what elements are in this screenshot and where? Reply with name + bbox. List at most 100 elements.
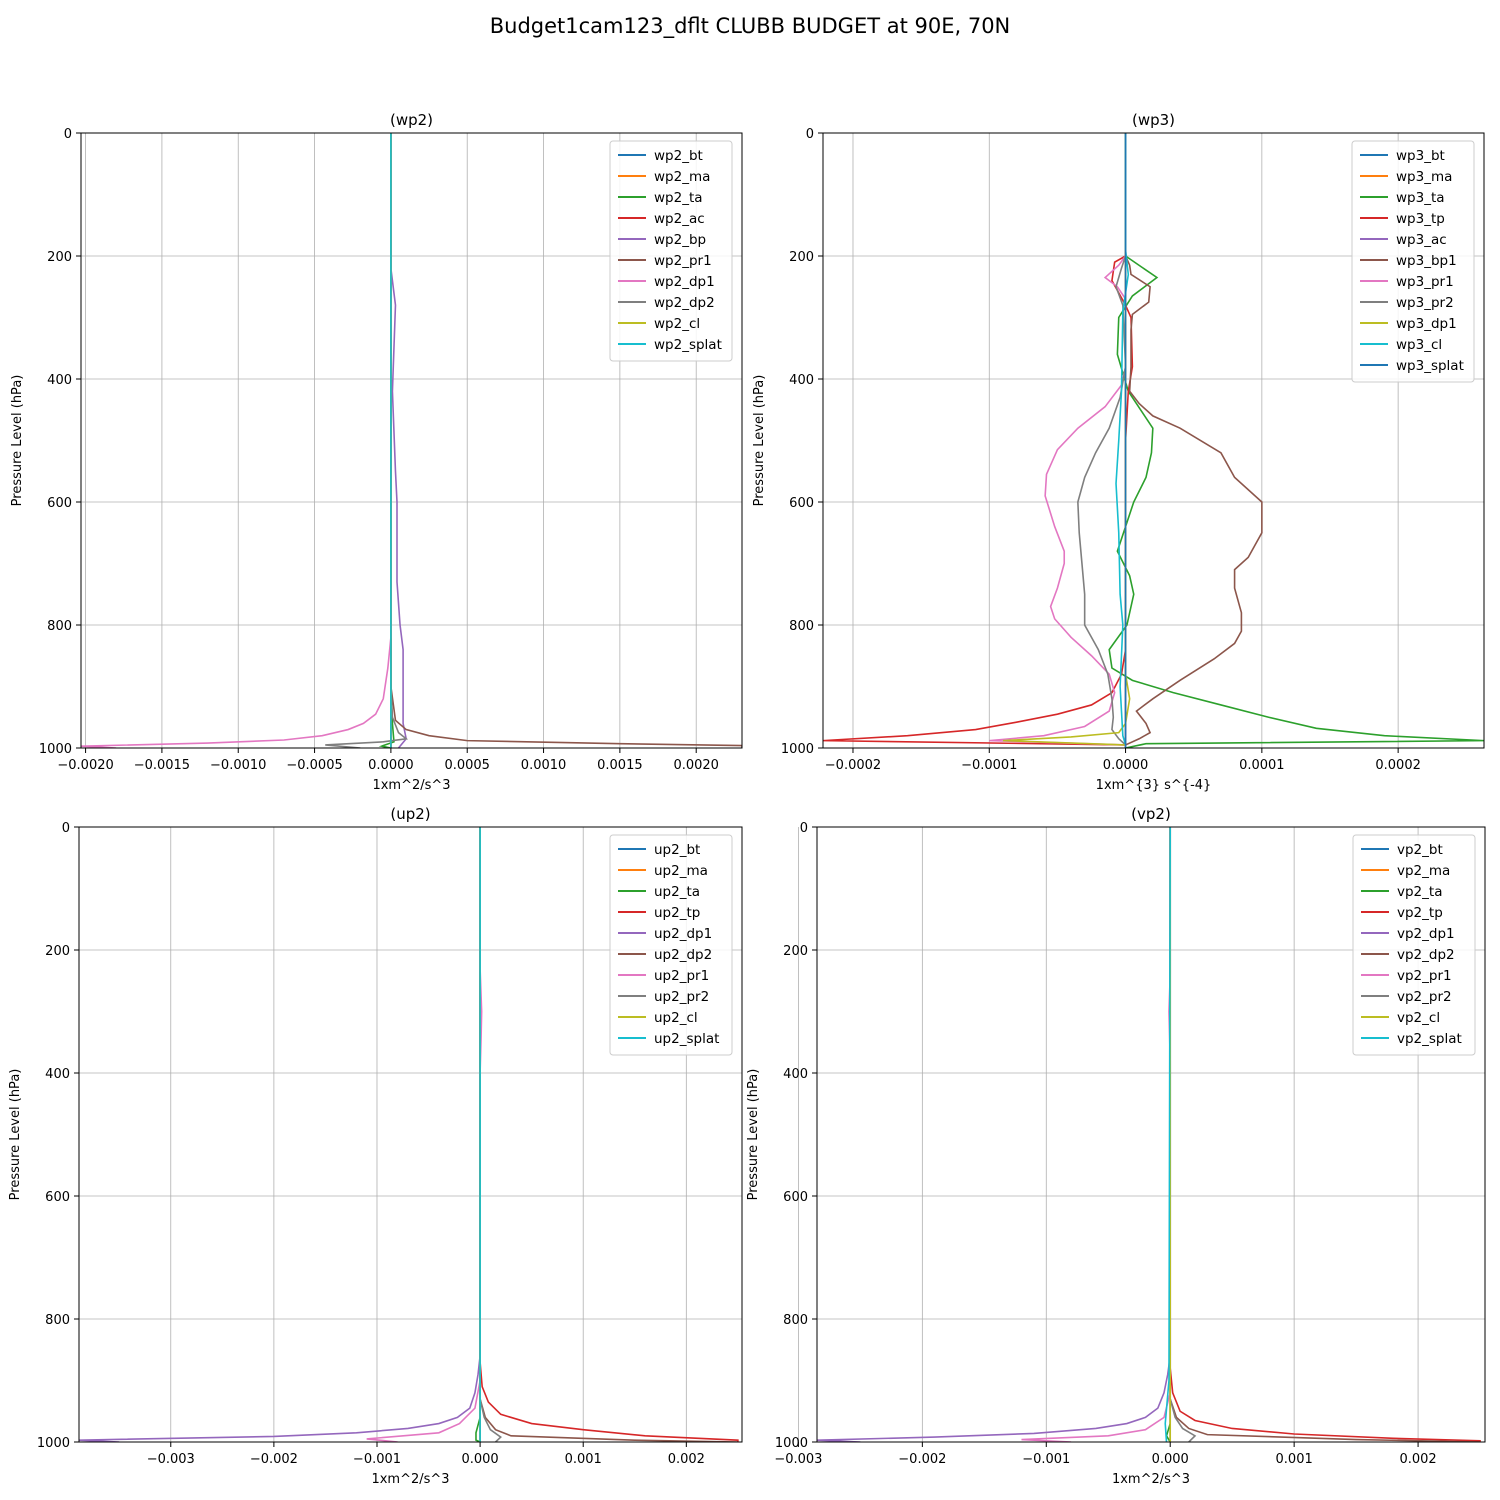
- legend-entry: vp2_cl: [1397, 1010, 1440, 1026]
- y-axis-label: Pressure Level (hPa): [10, 375, 25, 507]
- y-axis-label: Pressure Level (hPa): [752, 375, 767, 507]
- series-line-vp2_splat: [1164, 827, 1172, 1442]
- y-tick-label: 1000: [781, 742, 814, 757]
- y-tick-label: 0: [800, 821, 808, 836]
- axes-frame: [80, 132, 743, 749]
- legend-entry: up2_ta: [654, 884, 700, 900]
- series-line-wp3_pr2: [1077, 133, 1127, 746]
- subplot-title: (up2): [390, 805, 430, 823]
- axes-frame: [816, 826, 1486, 1443]
- legend-entry: wp3_ma: [1396, 169, 1452, 185]
- series-line-vp2_tp: [1169, 827, 1481, 1442]
- x-tick-label: 0.0020: [673, 758, 719, 773]
- x-tick-label: 0.0005: [444, 758, 490, 773]
- y-tick-label: 800: [47, 619, 72, 634]
- subplot-title: (wp2): [390, 111, 433, 129]
- y-tick-label: 800: [783, 1313, 808, 1328]
- series-line-wp3_ta: [1108, 133, 1484, 748]
- x-axis-label: 1xm^2/s^3: [372, 778, 450, 793]
- x-tick-label: 0.001: [565, 1452, 602, 1467]
- legend-entry: wp3_cl: [1396, 337, 1442, 353]
- legend-entry: wp2_ac: [654, 211, 705, 227]
- x-tick-label: −0.002: [898, 1452, 946, 1467]
- x-tick-label: 0.0010: [521, 758, 567, 773]
- legend-entry: up2_ma: [654, 863, 708, 879]
- x-tick-label: −0.001: [1022, 1452, 1070, 1467]
- series-line-wp2_bp: [390, 268, 408, 748]
- legend-entry: vp2_dp1: [1397, 926, 1455, 942]
- legend-entry: up2_tp: [654, 905, 700, 921]
- x-tick-label: −0.0005: [286, 758, 342, 773]
- series-line-wp2_pr1: [390, 133, 742, 748]
- y-tick-label: 400: [45, 1067, 70, 1082]
- y-tick-label: 200: [789, 250, 814, 265]
- x-axis-label: 1xm^2/s^3: [1112, 1472, 1190, 1487]
- y-tick-label: 1000: [775, 1436, 808, 1451]
- y-tick-label: 200: [783, 944, 808, 959]
- x-tick-label: 0.002: [1399, 1452, 1436, 1467]
- legend-entry: up2_pr2: [654, 989, 709, 1005]
- y-tick-label: 600: [47, 496, 72, 511]
- series-line-vp2_pr2: [1169, 827, 1197, 1442]
- y-tick-label: 1000: [39, 742, 72, 757]
- legend-entry: vp2_splat: [1397, 1031, 1462, 1047]
- legend-entry: vp2_bt: [1397, 842, 1443, 858]
- legend-entry: wp3_ac: [1396, 232, 1447, 248]
- y-tick-label: 0: [806, 127, 814, 142]
- legend: wp3_bt wp3_ma wp3_ta wp3_tp wp3_ac wp3_bp1 wp3…: [1351, 140, 1475, 383]
- legend-entry: wp2_dp2: [654, 295, 715, 311]
- x-axis-label: 1xm^{3} s^{-4}: [1096, 778, 1212, 793]
- legend-entry: wp2_bp: [654, 232, 706, 248]
- y-tick-label: 800: [789, 619, 814, 634]
- series-line-vp2_pr1: [1021, 827, 1172, 1442]
- y-tick-label: 800: [45, 1313, 70, 1328]
- subplot-2: −0.003 −0.002 −0.001 0.000 0.001 0.002 0 200 400…: [8, 805, 743, 1487]
- legend-entry: wp3_splat: [1396, 358, 1464, 374]
- legend-entry: up2_cl: [654, 1010, 698, 1026]
- subplot-1: −0.0002 −0.0001 0.0000 0.0001 0.0002 0 200 400 6…: [752, 111, 1485, 793]
- series-line-wp3_cl: [1115, 133, 1130, 746]
- axes-frame: [78, 826, 743, 1443]
- legend-entry: wp3_pr2: [1396, 295, 1454, 311]
- subplot-title: (vp2): [1131, 805, 1171, 823]
- series-line-up2_tp: [479, 827, 739, 1442]
- legend-entry: up2_splat: [654, 1031, 719, 1047]
- x-tick-label: 0.002: [668, 1452, 705, 1467]
- y-tick-label: 600: [45, 1190, 70, 1205]
- series-line-wp3_pr1: [989, 133, 1127, 746]
- x-tick-label: 0.0015: [597, 758, 643, 773]
- x-tick-label: 0.0000: [368, 758, 414, 773]
- legend-entry: wp2_pr1: [654, 253, 712, 269]
- legend-entry: wp2_bt: [654, 148, 703, 164]
- y-tick-label: 400: [783, 1067, 808, 1082]
- y-tick-label: 0: [62, 821, 70, 836]
- x-tick-label: 0.0001: [1239, 758, 1285, 773]
- legend-entry: wp3_tp: [1396, 211, 1445, 227]
- legend: wp2_bt wp2_ma wp2_ta wp2_ac wp2_bp wp2_pr1 wp2…: [609, 140, 733, 362]
- legend-entry: wp2_dp1: [654, 274, 715, 290]
- x-tick-label: 0.0000: [1103, 758, 1149, 773]
- x-axis-label: 1xm^2/s^3: [371, 1472, 449, 1487]
- legend-entry: wp3_ta: [1396, 190, 1445, 206]
- x-tick-label: −0.0015: [134, 758, 190, 773]
- x-tick-label: −0.001: [353, 1452, 401, 1467]
- y-tick-label: 400: [789, 373, 814, 388]
- legend-box: [1351, 140, 1475, 383]
- axes-frame: [822, 132, 1485, 749]
- y-tick-label: 200: [45, 944, 70, 959]
- x-tick-label: −0.0020: [57, 758, 113, 773]
- legend-entry: wp3_pr1: [1396, 274, 1454, 290]
- x-tick-label: −0.0010: [210, 758, 266, 773]
- legend-entry: wp2_cl: [654, 316, 700, 332]
- x-tick-label: 0.000: [461, 1452, 498, 1467]
- y-tick-label: 1000: [37, 1436, 70, 1451]
- legend-entry: wp3_bp1: [1396, 253, 1457, 269]
- series-line-up2_pr1: [366, 827, 483, 1442]
- x-tick-label: 0.0002: [1375, 758, 1421, 773]
- x-tick-label: −0.0001: [961, 758, 1017, 773]
- x-tick-label: −0.003: [774, 1452, 822, 1467]
- legend-entry: wp3_bt: [1396, 148, 1445, 164]
- x-tick-label: −0.0002: [825, 758, 881, 773]
